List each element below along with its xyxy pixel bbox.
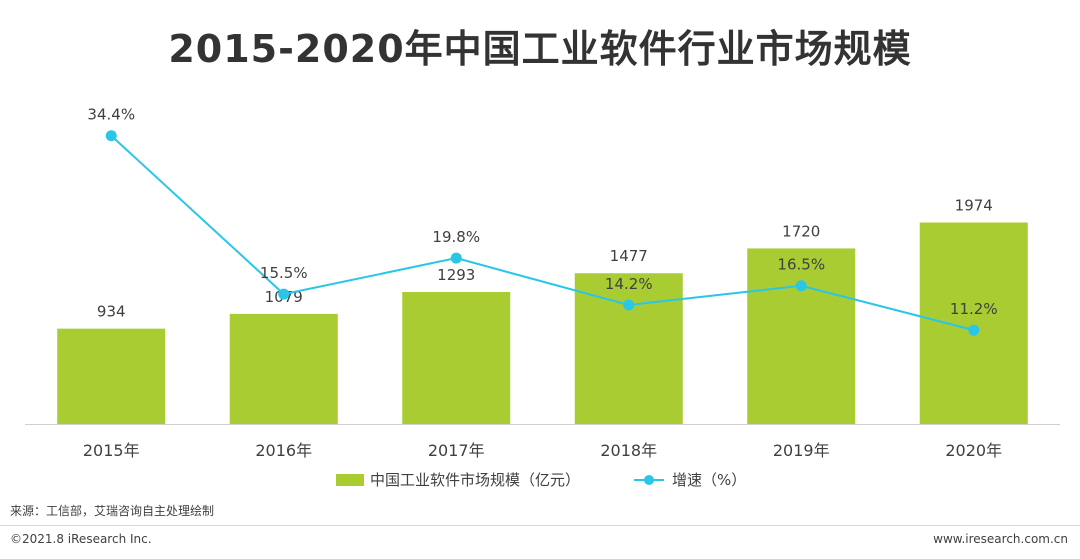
growth-label-1: 15.5% <box>260 264 308 282</box>
x-tick-label-4: 2019年 <box>773 441 830 460</box>
bar-value-label-2: 1293 <box>437 266 475 284</box>
growth-label-4: 16.5% <box>777 256 825 274</box>
x-tick-label-0: 2015年 <box>83 441 140 460</box>
bar-1 <box>229 313 338 424</box>
legend-bar-label: 中国工业软件市场规模（亿元） <box>370 471 580 489</box>
bar-3 <box>574 273 683 424</box>
growth-label-2: 19.8% <box>432 228 480 246</box>
growth-label-3: 14.2% <box>605 275 653 293</box>
bar-5 <box>919 222 1028 424</box>
legend-line-label: 增速（%） <box>672 471 746 489</box>
growth-point-3 <box>623 299 635 311</box>
growth-point-1 <box>278 288 290 300</box>
growth-point-2 <box>450 252 462 264</box>
bar-2 <box>402 292 511 424</box>
bar-value-label-5: 1974 <box>955 197 993 215</box>
chart-canvas: 9342015年10792016年12932017年14772018年17202… <box>25 106 1060 489</box>
growth-line <box>110 134 974 332</box>
bar-4 <box>747 248 856 424</box>
legend-line-marker <box>644 475 654 485</box>
legend-bar-swatch <box>336 474 364 486</box>
bar-value-label-4: 1720 <box>782 222 820 240</box>
copyright: ©2021.8 iResearch Inc. <box>10 532 152 546</box>
x-tick-label-5: 2020年 <box>945 441 1002 460</box>
growth-point-4 <box>795 280 807 292</box>
x-tick-label-1: 2016年 <box>255 441 312 460</box>
x-tick-label-3: 2018年 <box>600 441 657 460</box>
source-note: 来源：工信部，艾瑞咨询自主处理绘制 <box>10 504 215 518</box>
footer-divider <box>0 525 1080 526</box>
growth-label-5: 11.2% <box>950 300 998 318</box>
bar-0 <box>57 328 166 424</box>
growth-point-0 <box>105 130 117 142</box>
x-tick-label-2: 2017年 <box>428 441 485 460</box>
website-link: www.iresearch.com.cn <box>933 532 1068 546</box>
growth-label-0: 34.4% <box>87 106 135 124</box>
bar-value-label-0: 934 <box>97 303 126 321</box>
bar-value-label-3: 1477 <box>610 247 648 265</box>
growth-point-5 <box>968 324 980 336</box>
chart-title: 2015-2020年中国工业软件行业市场规模 <box>168 27 912 71</box>
